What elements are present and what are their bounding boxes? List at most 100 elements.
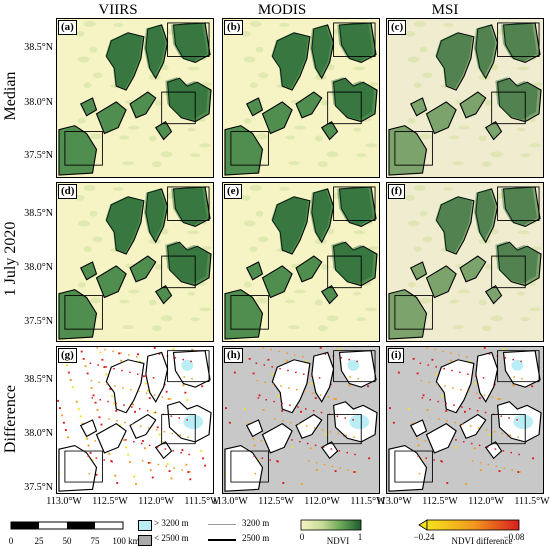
mountain-range [245, 419, 264, 438]
difference-pixel [131, 406, 133, 408]
map-canvas [57, 19, 213, 177]
difference-pixel [464, 410, 466, 413]
above-3200-area [513, 414, 534, 430]
difference-pixel [301, 482, 303, 485]
vegetation-patch [92, 236, 103, 243]
lon-label: 112.0°W [304, 496, 340, 507]
inset-box [491, 91, 526, 125]
difference-pixel [431, 358, 434, 361]
difference-pixel [113, 402, 116, 405]
row-title-1-july-2020: 1 July 2020 [2, 221, 19, 297]
difference-pixel [454, 421, 456, 424]
legend-swatch-above-3200 [138, 520, 152, 531]
difference-pixel [172, 347, 175, 350]
difference-pixel [180, 451, 182, 454]
vegetation-patch [356, 317, 367, 322]
panel-label: (c) [388, 20, 407, 35]
inset-box [327, 414, 362, 445]
difference-pixel [470, 442, 473, 445]
inset-box [327, 91, 362, 125]
difference-pixel [322, 446, 325, 448]
mountain-range [388, 125, 428, 176]
difference-pixel [233, 371, 236, 374]
inset-box [333, 350, 376, 383]
map-panel-viirs-difference: (g) [56, 346, 214, 494]
difference-pixel [153, 394, 156, 396]
vegetation-patch [285, 299, 296, 304]
vegetation-patch [128, 125, 140, 130]
vegetation-patch [529, 307, 542, 312]
vegetation-patch [190, 153, 201, 158]
above-3200-area [511, 359, 524, 371]
difference-pixel [149, 461, 152, 464]
difference-pixel [106, 383, 108, 385]
vegetation-patch [249, 246, 258, 253]
inset-box [394, 131, 433, 166]
lon-label: 111.5°W [350, 496, 386, 507]
difference-pixel [485, 429, 488, 431]
vegetation-patch [148, 299, 157, 306]
difference-pixel [318, 377, 321, 379]
difference-pixel [477, 427, 480, 429]
difference-pixel [468, 360, 471, 363]
mountain-range [271, 359, 311, 414]
map-canvas [387, 347, 543, 493]
mountain-range [224, 444, 264, 492]
difference-pixel [262, 347, 265, 349]
difference-pixel [465, 356, 468, 358]
row-title-difference: Difference [2, 384, 19, 454]
difference-pixel [103, 459, 105, 461]
difference-pixel [452, 387, 454, 389]
difference-pixel [142, 375, 145, 378]
mountain-range [295, 413, 323, 439]
difference-pixel [353, 436, 355, 438]
difference-pixel [474, 375, 477, 377]
difference-pixel [419, 362, 422, 364]
vegetation-patch [89, 210, 98, 217]
difference-pixel [71, 386, 74, 389]
vegetation-patch [326, 64, 335, 71]
difference-pixel [509, 434, 512, 437]
vegetation-patch [74, 30, 85, 37]
vegetation-patch [77, 117, 86, 124]
difference-pixel [420, 379, 423, 382]
vegetation-patch [258, 236, 269, 243]
vegetation-patch [128, 289, 140, 294]
mountain-range [271, 196, 311, 255]
vegetation-patch [160, 64, 169, 71]
inset-box [230, 450, 269, 483]
difference-pixel [320, 411, 323, 414]
high-vegetation [474, 24, 496, 78]
difference-pixel [443, 367, 445, 370]
difference-pixel [100, 423, 103, 426]
difference-pixel [164, 448, 167, 450]
mountain-range [261, 265, 293, 299]
difference-pixel [338, 347, 341, 350]
difference-pixel [336, 415, 339, 417]
difference-pixel [79, 415, 82, 418]
difference-pixel [516, 419, 518, 421]
difference-pixel [186, 419, 188, 421]
difference-pixel [129, 371, 131, 374]
difference-pixel [278, 350, 280, 353]
mountain-range [295, 255, 323, 283]
inset-box [230, 295, 269, 330]
difference-pixel [476, 409, 479, 412]
vegetation-patch [190, 317, 201, 322]
difference-pixel [418, 472, 421, 475]
difference-pixel [416, 438, 419, 440]
difference-pixel [155, 429, 158, 431]
difference-pixel [110, 460, 113, 462]
difference-pixel [263, 364, 266, 366]
column-title-viirs: VIIRS [98, 2, 138, 18]
vegetation-patch [77, 220, 90, 227]
difference-pixel [158, 433, 161, 436]
difference-pixel [247, 422, 250, 425]
difference-pixel [348, 358, 350, 361]
inset-box [333, 186, 376, 221]
mountain-range [459, 91, 487, 119]
vegetation-patch [89, 297, 102, 304]
vegetation-patch [407, 281, 416, 288]
difference-pixel [305, 425, 308, 427]
inset-box [167, 186, 210, 221]
